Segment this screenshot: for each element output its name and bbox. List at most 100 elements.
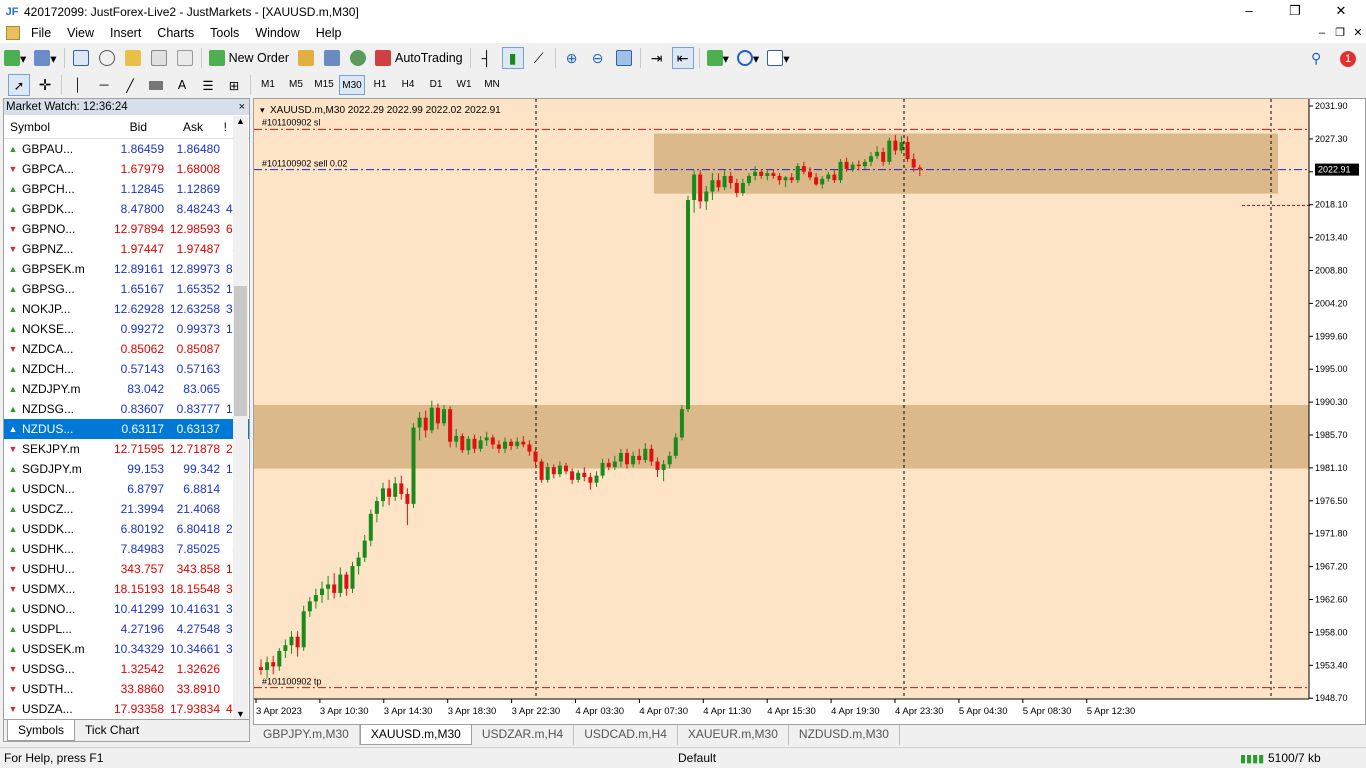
tab-chart-gbpjpy[interactable]: GBPJPY.m,M30 (253, 725, 360, 745)
minimize-button[interactable]: – (1245, 3, 1253, 18)
menu-view[interactable]: View (67, 26, 95, 40)
new-order-button[interactable]: New Order (207, 47, 291, 69)
crosshair-icon[interactable]: ✛ (38, 77, 52, 94)
data-window-icon[interactable] (96, 47, 118, 69)
menu-tools[interactable]: Tools (210, 26, 240, 40)
horizontal-line-icon[interactable]: ─ (99, 78, 109, 92)
tab-chart-xaueur[interactable]: XAUEUR.m,M30 (678, 725, 789, 745)
price-chart[interactable]: ▾ XAUUSD.m,M30 2022.29 2022.99 2022.02 20… (254, 99, 1365, 724)
navigator-icon[interactable] (122, 47, 144, 69)
close-icon[interactable]: × (238, 101, 245, 113)
symbol-column-header[interactable]: Symbol (10, 119, 51, 134)
cursor-icon[interactable]: ➚ (8, 74, 30, 96)
auto-scroll-icon[interactable]: ⇥ (650, 49, 663, 66)
period-m5-button[interactable]: M5 (289, 79, 303, 90)
market-watch-icon[interactable] (70, 47, 92, 69)
menu-charts[interactable]: Charts (157, 26, 195, 40)
mdi-close-icon[interactable]: ✕ (1353, 27, 1363, 39)
metaeditor-icon[interactable] (295, 47, 317, 69)
profiles-icon[interactable]: ▾ (32, 47, 58, 69)
close-button[interactable]: ✕ (1335, 3, 1347, 18)
signals-icon[interactable] (321, 47, 343, 69)
chart-window[interactable]: ▾ XAUUSD.m,M30 2022.29 2022.99 2022.02 20… (253, 98, 1366, 725)
bar-chart-icon[interactable]: ┤ (481, 50, 492, 66)
market-icon[interactable] (347, 47, 369, 69)
vertical-line-icon[interactable]: │ (74, 78, 82, 92)
zoom-out-icon[interactable]: ⊖ (591, 49, 604, 66)
period-h1-button[interactable]: H1 (373, 79, 387, 90)
zoom-in-icon[interactable]: ⊕ (565, 49, 578, 66)
chart-shift-icon[interactable]: ⇤ (671, 47, 694, 69)
new-chart-icon[interactable]: ▾ (2, 47, 28, 69)
tab-chart-xauusd[interactable]: XAUUSD.m,M30 (359, 725, 472, 745)
trendline-icon[interactable]: ╱ (126, 78, 134, 93)
notifications-icon[interactable]: 1 (1336, 48, 1356, 68)
fibonacci-icon[interactable]: ☰ (202, 78, 214, 93)
menu-file[interactable]: File (31, 26, 52, 40)
tab-chart-usdzar[interactable]: USDZAR.m,H4 (472, 725, 575, 745)
tab-symbols[interactable]: Symbols (7, 720, 76, 741)
market-watch-scrollbar[interactable]: ▲ ▼ (233, 116, 248, 719)
shapes-icon[interactable] (145, 74, 167, 96)
indicators-icon[interactable]: ▾ (705, 47, 731, 69)
period-m15-button[interactable]: M15 (314, 79, 334, 90)
scroll-down-icon[interactable]: ▼ (236, 709, 245, 719)
period-m1-button[interactable]: M1 (261, 79, 275, 90)
menu-insert[interactable]: Insert (110, 26, 142, 40)
document-icon[interactable] (6, 26, 20, 40)
period-d1-button[interactable]: D1 (429, 79, 443, 90)
period-w1-button[interactable]: W1 (456, 79, 472, 90)
mdi-restore-icon[interactable]: ❐ (1335, 27, 1345, 39)
line-chart-icon[interactable]: ⟋ (533, 49, 544, 66)
bid-column-header[interactable]: Bid (129, 119, 147, 134)
spread-column-header[interactable]: ! (223, 119, 227, 134)
tester-icon[interactable] (174, 47, 196, 69)
period-mn-button[interactable]: MN (484, 79, 500, 90)
restore-button[interactable]: ❐ (1289, 3, 1301, 18)
autotrading-button[interactable]: AutoTrading (373, 47, 465, 69)
menu-help[interactable]: Help (315, 26, 342, 40)
menu-window[interactable]: Window (255, 26, 300, 40)
templates-icon[interactable]: ▾ (765, 47, 791, 69)
scroll-up-icon[interactable]: ▲ (236, 116, 245, 126)
arrows-icon[interactable]: ⊞ (228, 78, 240, 93)
tab-chart-usdcad[interactable]: USDCAD.m,H4 (574, 725, 678, 745)
periods-icon[interactable]: ▾ (735, 47, 761, 69)
text-icon[interactable]: A (177, 78, 187, 92)
tab-tick-chart[interactable]: Tick Chart (85, 723, 140, 737)
tab-chart-nzdusd[interactable]: NZDUSD.m,M30 (789, 725, 900, 745)
terminal-icon[interactable] (148, 47, 170, 69)
period-h4-button[interactable]: H4 (401, 79, 415, 90)
tile-windows-icon[interactable] (613, 47, 635, 69)
ask-column-header[interactable]: Ask (182, 119, 203, 134)
scrollbar-thumb[interactable] (234, 286, 247, 416)
search-icon[interactable]: ⚲ (1311, 50, 1322, 66)
